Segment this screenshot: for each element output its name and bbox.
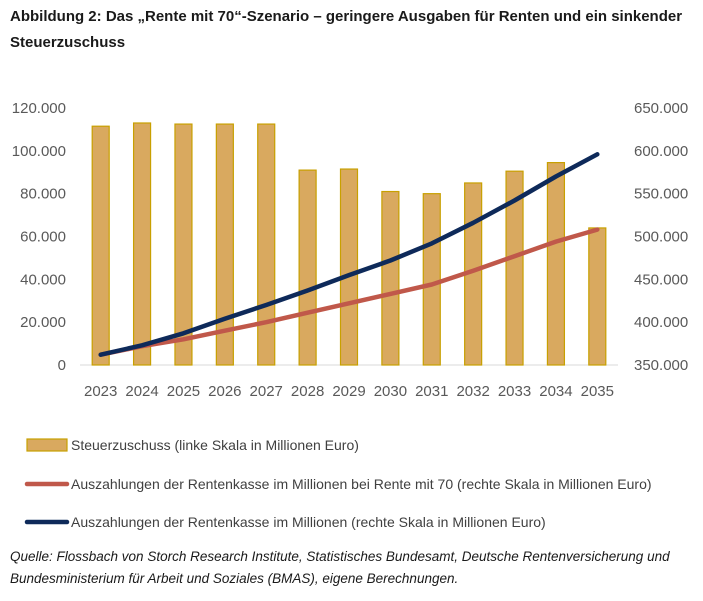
left-axis: 0 20.000 40.000 60.000 80.000 100.000 120.000 [12, 100, 66, 374]
bar [298, 169, 317, 366]
bar [339, 168, 359, 366]
right-tick-label: 500.000 [634, 229, 688, 246]
legend-label: Steuerzuschuss (linke Skala in Millionen… [71, 437, 359, 453]
legend-label: Auszahlungen der Rentenkasse im Millione… [71, 514, 546, 530]
left-tick-label: 0 [58, 357, 66, 374]
bar [505, 170, 524, 366]
x-tick-label: 2023 [84, 383, 117, 400]
right-tick-label: 600.000 [634, 143, 688, 160]
x-tick-label: 2026 [208, 383, 241, 400]
bar [546, 162, 566, 366]
bar-series [91, 122, 607, 366]
x-tick-label: 2034 [539, 383, 572, 400]
right-tick-label: 550.000 [634, 186, 688, 203]
right-axis: 350.000 400.000 450.000 500.000 550.000 600.0… [634, 100, 688, 374]
legend: Steuerzuschuss (linke Skala in Millionen… [24, 437, 652, 530]
right-tick-label: 350.000 [634, 357, 688, 374]
left-tick-label: 100.000 [12, 143, 66, 160]
line-rente-70 [98, 227, 600, 357]
bar [132, 122, 152, 366]
source-note: Quelle: Flossbach von Storch Research In… [10, 549, 670, 586]
bar [257, 123, 276, 366]
figure-title: Abbildung 2: Das „Rente mit 70“-Szenario… [10, 8, 683, 51]
left-tick-label: 60.000 [20, 229, 66, 246]
x-tick-label: 2025 [167, 383, 200, 400]
left-tick-label: 20.000 [20, 314, 66, 331]
right-tick-label: 400.000 [634, 314, 688, 331]
bar [91, 125, 110, 366]
line-series [98, 152, 600, 357]
bar [174, 123, 193, 366]
right-tick-label: 450.000 [634, 271, 688, 288]
chart: 020.00040.00060.00080.000100.000120.000 … [12, 100, 688, 530]
line-baseline [98, 152, 600, 357]
bar [215, 123, 234, 366]
left-tick-label: 80.000 [20, 186, 66, 203]
x-tick-label: 2035 [581, 383, 614, 400]
x-tick-label: 2028 [291, 383, 324, 400]
x-tick-label: 2027 [250, 383, 283, 400]
x-tick-label: 2032 [456, 383, 489, 400]
legend-swatch [26, 438, 68, 452]
x-tick-label: 2031 [415, 383, 448, 400]
x-axis: 2023 2024 2025 2026 2027 2028 2029 2030 2031 2032… [84, 383, 614, 400]
x-tick-label: 2029 [332, 383, 365, 400]
legend-label: Auszahlungen der Rentenkasse im Millione… [71, 476, 652, 492]
x-tick-label: 2033 [498, 383, 531, 400]
x-tick-label: 2030 [374, 383, 407, 400]
right-tick-label: 650.000 [634, 100, 688, 117]
bar [381, 190, 400, 366]
bar [422, 193, 441, 366]
left-tick-label: 120.000 [12, 100, 66, 117]
bar [588, 227, 607, 366]
x-tick-label: 2024 [125, 383, 158, 400]
left-tick-label: 40.000 [20, 271, 66, 288]
